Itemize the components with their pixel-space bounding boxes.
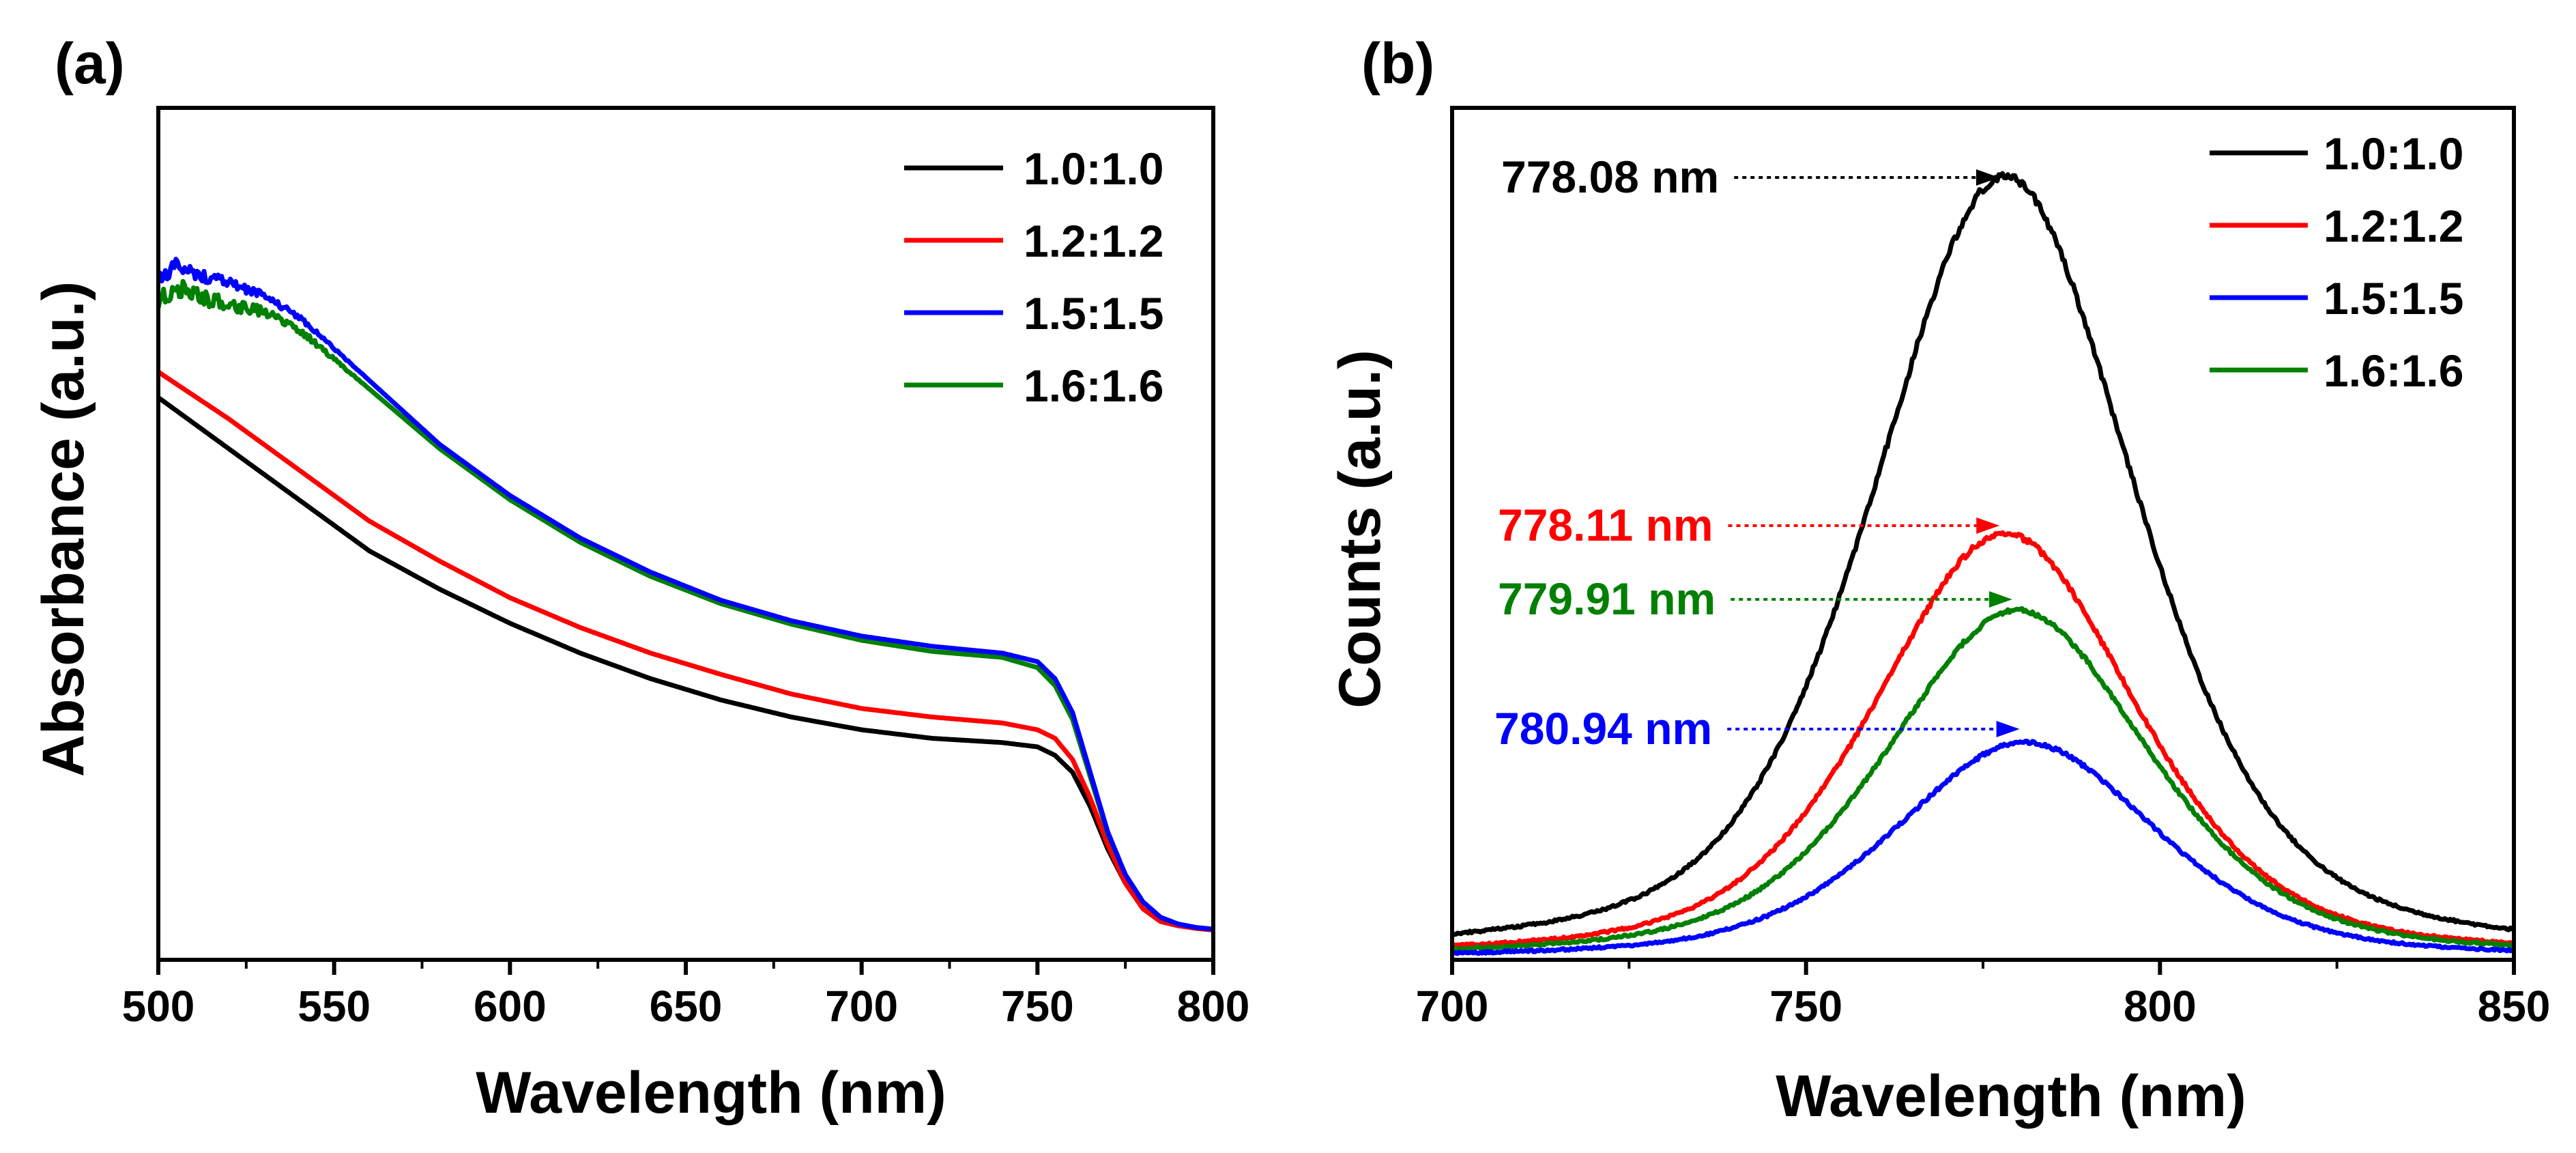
panel-b-label: (b)	[1361, 31, 1434, 96]
panel-b-annotation-arrow-head	[1988, 591, 2012, 608]
panel-a-plot-frame	[156, 106, 1215, 962]
panel-a-x-axis-title: Wavelength (nm)	[476, 1060, 946, 1126]
panel-a-x-tick-label: 750	[1001, 982, 1074, 1031]
panel-b-legend-label: 1.6:1.6	[2324, 345, 2463, 396]
panel-b-peak-annotation: 778.11 nm	[1498, 500, 1713, 550]
panel-b-legend-label: 1.5:1.5	[2324, 273, 2463, 324]
panel-a-legend-label: 1.6:1.6	[1024, 360, 1163, 411]
panel-b-series-line	[1451, 171, 2515, 937]
panel-a-series-line	[156, 395, 1214, 933]
panel-b-peak-annotation: 780.94 nm	[1494, 703, 1712, 754]
panel-a-label: (a)	[55, 31, 125, 96]
panel-b-x-tick-label: 750	[1769, 982, 1842, 1031]
panel-b-series-line	[1451, 739, 2515, 956]
panel-b-annotation-arrow-head	[1996, 721, 2020, 737]
panel-a-x-ticks: 500 550 600 650 700 750 800	[122, 960, 1250, 1031]
panel-b-series-line	[1450, 530, 2515, 948]
panel-a-x-tick-label: 800	[1177, 982, 1250, 1031]
panel-a-legend-label: 1.5:1.5	[1024, 288, 1163, 339]
panel-b-x-tick-label: 800	[2124, 982, 2197, 1031]
panel-b-peak-annotation: 779.91 nm	[1498, 573, 1716, 624]
panel-b-x-tick-label: 850	[2478, 982, 2551, 1031]
panel-b-annotation-arrow-head	[1976, 169, 1999, 186]
panel-a: (a) Wavelength (nm) Absorbance (a.u.) 50…	[31, 31, 1249, 1126]
panel-a-x-tick-label: 650	[650, 982, 723, 1031]
panel-a-legend: 1.0:1.0 1.2:1.2 1.5:1.5 1.6:1.6	[904, 143, 1163, 411]
panel-a-legend-label: 1.2:1.2	[1024, 216, 1163, 266]
panel-b-x-tick-label: 700	[1416, 982, 1489, 1031]
panel-a-series-line	[157, 369, 1214, 933]
panel-b-legend: 1.0:1.0 1.2:1.2 1.5:1.5 1.6:1.6	[2210, 128, 2463, 396]
panel-b-annotations: 778.08 nm 778.11 nm 779.91 nm 780.94 nm	[1494, 152, 2020, 754]
panel-b-y-axis-title: Counts (a.u.)	[1327, 350, 1393, 709]
panel-a-legend-label: 1.0:1.0	[1024, 143, 1163, 194]
panel-b-series-line	[1451, 606, 2515, 952]
panel-a-series-line	[156, 279, 1214, 932]
panel-a-x-tick-label: 500	[122, 982, 195, 1031]
panel-b-plot-frame	[1450, 106, 2516, 962]
panel-b-x-axis-title: Wavelength (nm)	[1776, 1064, 2246, 1129]
panel-b-annotation-arrow-head	[1976, 517, 2000, 534]
panel-b-series-group	[1450, 171, 2515, 956]
panel-b-peak-annotation: 778.08 nm	[1501, 152, 1719, 202]
panel-b-x-ticks: 700 750 800 850	[1416, 960, 2551, 1031]
panel-a-series-line	[156, 257, 1214, 932]
panel-b: (b) Wavelength (nm) Counts (a.u.) 700 750…	[1327, 31, 2550, 1129]
panel-a-y-axis-title: Absorbance (a.u.)	[31, 281, 96, 777]
panel-a-x-tick-label: 600	[474, 982, 547, 1031]
panel-b-legend-label: 1.0:1.0	[2324, 128, 2463, 179]
panel-b-legend-label: 1.2:1.2	[2324, 201, 2463, 251]
panel-a-x-tick-label: 700	[825, 982, 898, 1031]
panel-a-x-tick-label: 550	[298, 982, 371, 1031]
panel-a-series-group	[156, 257, 1214, 933]
